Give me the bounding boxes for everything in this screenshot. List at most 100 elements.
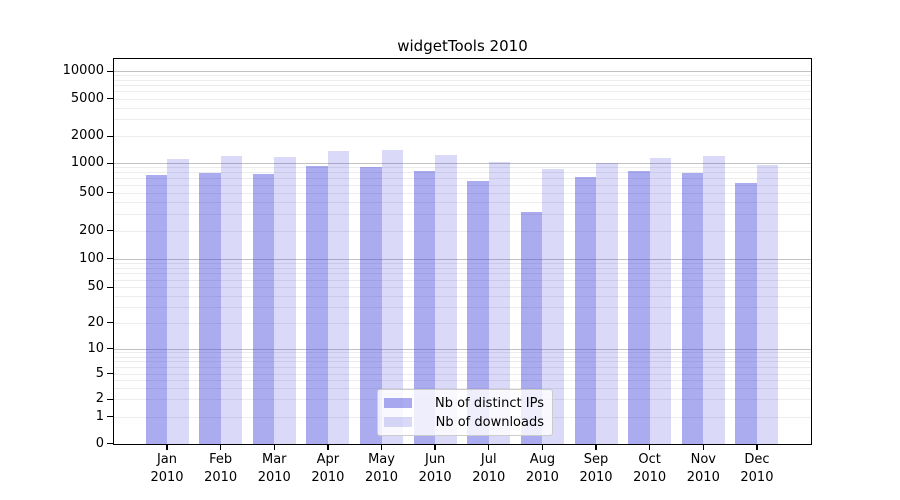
y-tick-label: 1 [95,408,104,424]
y-gridline-minor [114,387,811,389]
y-gridline-minor [114,184,811,186]
y-gridline-minor [114,201,811,203]
y-gridline-major [114,258,811,260]
bar-downloads-apr [327,151,350,444]
bar-distinct-ips-dec [735,182,757,444]
x-tick-label-apr: Apr 2010 [311,452,345,485]
y-gridline-minor [114,287,811,288]
y-gridline-minor [114,295,811,297]
bar-downloads-mar [274,157,296,444]
y-tick [107,162,114,164]
bar-downloads-may [381,149,404,444]
y-gridline-minor [114,352,811,354]
bar-downloads-jun [435,154,457,444]
y-tick-label: 1000 [70,155,104,170]
y-tick [107,258,114,260]
bar-distinct-ips-jul [467,180,489,444]
x-tick-label-oct: Oct 2010 [633,452,667,485]
x-tick-label-nov: Nov 2010 [686,452,720,485]
y-tick [107,373,114,375]
x-tick [327,444,329,450]
legend-item-distinct-ips: Nb of distinct IPs [384,396,544,411]
x-tick-label-feb: Feb 2010 [204,452,238,485]
y-gridline-minor [114,136,811,137]
bar-distinct-ips-jan [145,175,167,444]
y-gridline-minor [114,361,811,363]
x-tick [488,444,490,450]
y-tick-label: 500 [79,184,104,200]
x-tick-label-mar: Mar 2010 [257,452,291,485]
bar-distinct-ips-apr [306,166,328,444]
legend-swatch-downloads [384,417,412,427]
y-gridline-minor [114,230,811,232]
bar-distinct-ips-jun [413,171,436,444]
y-tick [107,398,114,400]
y-gridline-major [114,163,811,164]
y-tick-label: 20 [87,314,104,330]
bar-downloads-jul [488,162,511,444]
y-tick-label: 10000 [62,63,104,78]
y-gridline-minor [114,213,811,215]
axis-spine-bottom [113,443,812,445]
y-tick-label: 10 [87,340,104,356]
y-tick [107,322,114,324]
y-tick [107,135,114,137]
x-tick-label-jun: Jun 2010 [418,452,452,485]
y-tick [107,98,114,100]
x-tick-label-jan: Jan 2010 [150,452,184,485]
y-tick-label: 200 [79,222,104,238]
bar-distinct-ips-nov [681,172,704,444]
x-tick-label-aug: Aug 2010 [525,452,559,485]
bar-distinct-ips-sep [574,176,597,444]
bar-distinct-ips-mar [252,173,275,444]
y-tick-label: 5 [95,365,104,381]
x-tick [595,444,597,450]
x-tick [166,444,168,450]
y-tick-label: 5000 [70,90,104,106]
x-tick [219,444,222,450]
y-tick [107,192,114,194]
y-gridline-minor [114,192,811,194]
legend-item-downloads: Nb of downloads [384,415,544,430]
y-gridline-minor [114,79,811,81]
x-tick [541,444,544,450]
legend-label: Nb of downloads [435,414,544,430]
bar-distinct-ips-feb [199,172,221,444]
y-gridline-minor [114,366,811,368]
x-tick [756,444,758,450]
y-gridline-minor [114,322,811,324]
y-tick-label: 50 [87,279,104,294]
axis-spine-top [113,58,812,60]
y-gridline-minor [114,75,811,77]
x-tick-label-may: May 2010 [364,452,399,485]
y-tick [107,348,114,350]
bar-downloads-sep [596,163,618,444]
bar-downloads-feb [220,156,243,444]
y-tick [107,443,114,445]
y-gridline-minor [114,172,811,174]
x-tick-label-dec: Dec 2010 [740,452,774,485]
chart-title: widgetTools 2010 [397,37,528,55]
y-gridline-minor [114,98,811,100]
bar-downloads-jan [167,159,189,444]
y-tick [107,230,114,232]
bar-downloads-aug [542,169,564,444]
legend: Nb of distinct IPs Nb of downloads [377,389,553,436]
x-tick [648,444,651,450]
y-gridline-minor [114,119,811,121]
axis-spine-left [113,58,115,445]
x-tick [380,444,383,450]
bar-downloads-dec [756,164,779,444]
y-gridline-major [114,71,811,72]
y-tick [107,70,114,72]
legend-swatch-distinct-ips [384,398,412,408]
y-gridline-minor [114,167,811,169]
y-gridline-minor [114,356,811,358]
plot-area: Nb of distinct IPs Nb of downloads [113,58,812,445]
y-gridline-minor [114,178,811,180]
y-gridline-minor [114,85,811,87]
y-gridline-minor [114,279,811,281]
y-tick-label: 2000 [70,128,104,143]
y-gridline-minor [114,91,811,93]
